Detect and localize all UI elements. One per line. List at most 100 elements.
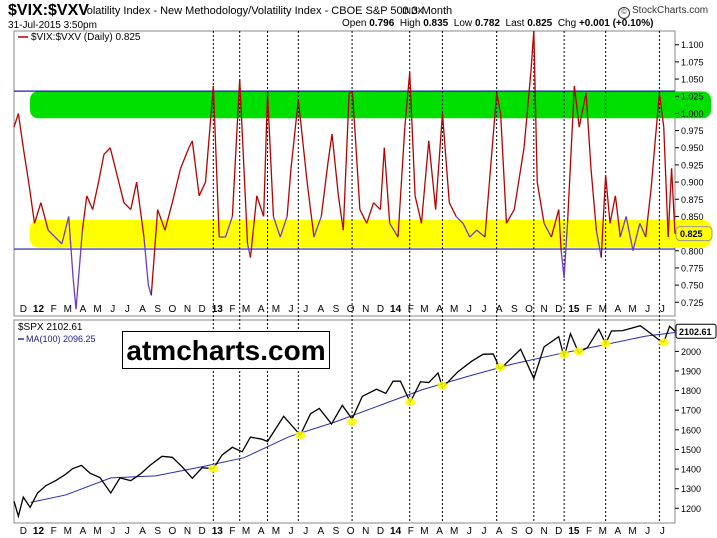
ratio-line-segment bbox=[188, 140, 193, 149]
ratio-line-segment bbox=[123, 202, 132, 211]
ratio-month-label: A bbox=[496, 304, 503, 315]
spx-y-tick-label: 1200 bbox=[681, 504, 701, 514]
ratio-month-label: M bbox=[450, 304, 458, 315]
spx-y-tick-label: 1600 bbox=[681, 425, 701, 435]
ratio-month-label: A bbox=[615, 304, 622, 315]
last-value: 0.825 bbox=[527, 18, 553, 29]
ratio-line-segment bbox=[550, 209, 560, 238]
ratio-panel-frame bbox=[13, 30, 676, 317]
ratio-y-tick-label: 1.100 bbox=[681, 40, 704, 50]
ratio-month-label: M bbox=[420, 304, 428, 315]
ratio-month-label: M bbox=[242, 304, 250, 315]
ratio-month-label: J bbox=[482, 304, 487, 315]
ratio-line-segment bbox=[17, 113, 24, 148]
ratio-line-segment bbox=[632, 223, 641, 251]
spx-month-label: D bbox=[377, 526, 384, 537]
spx-month-label: 15 bbox=[568, 526, 580, 537]
ratio-line-segment bbox=[103, 147, 111, 156]
signal-marker bbox=[437, 381, 448, 390]
ratio-line-segment bbox=[256, 195, 265, 217]
ratio-line-segment bbox=[650, 92, 661, 190]
chart-symbol: $VIX:$VXV bbox=[8, 2, 89, 19]
watermark: atmcharts.com bbox=[122, 331, 330, 369]
ratio-month-label: S bbox=[511, 304, 518, 315]
ratio-line-segment bbox=[86, 195, 94, 210]
spx-month-label: S bbox=[154, 526, 161, 537]
ratio-line-segment bbox=[667, 168, 673, 238]
ratio-line-segment bbox=[566, 85, 576, 224]
chg-label: Chg bbox=[557, 18, 577, 29]
ratio-y-tick-label: 1.025 bbox=[681, 92, 704, 102]
ratio-line-segment bbox=[383, 147, 391, 224]
ratio-month-label: D bbox=[377, 304, 384, 315]
ratio-line-segment bbox=[22, 147, 30, 183]
high-value: 0.835 bbox=[423, 18, 449, 29]
ratio-line-segment bbox=[116, 175, 125, 203]
ratio-line-segment bbox=[72, 278, 77, 310]
ratio-month-label: N bbox=[362, 304, 369, 315]
signal-marker bbox=[559, 350, 570, 359]
ratio-line-segment bbox=[92, 181, 100, 210]
ratio-line-segment bbox=[47, 229, 56, 238]
ratio-month-label: O bbox=[347, 304, 355, 315]
spx-last-value: 2102.61 bbox=[679, 327, 712, 337]
spx-month-label: O bbox=[525, 526, 533, 537]
spx-month-label: J bbox=[482, 526, 487, 537]
ratio-month-label: N bbox=[184, 304, 191, 315]
ratio-y-tick-label: 0.775 bbox=[681, 263, 704, 273]
ratio-line-segment bbox=[286, 168, 292, 217]
spx-month-label: A bbox=[258, 526, 265, 537]
ratio-legend: $VIX:$VXV (Daily) 0.825 bbox=[31, 32, 141, 43]
spx-month-label: D bbox=[555, 526, 562, 537]
ratio-month-label: A bbox=[436, 304, 443, 315]
signal-marker bbox=[658, 338, 669, 347]
ratio-line-segment bbox=[306, 182, 315, 238]
ratio-line-segment bbox=[130, 181, 138, 210]
spx-month-label: N bbox=[184, 526, 191, 537]
chg-value: +0.001 (+0.10%) bbox=[578, 18, 654, 29]
ratio-y-tick-label: 0.975 bbox=[681, 126, 704, 136]
ratio-line-segment bbox=[290, 99, 299, 169]
ratio-line-segment bbox=[505, 209, 515, 224]
ratio-line-segment bbox=[600, 175, 607, 258]
ratio-month-label: M bbox=[272, 304, 280, 315]
brand-label: © StockCharts.com bbox=[618, 5, 708, 19]
ratio-month-label: F bbox=[229, 304, 235, 315]
ratio-month-label: J bbox=[125, 304, 130, 315]
ratio-month-label: D bbox=[199, 304, 206, 315]
spx-month-label: F bbox=[408, 526, 414, 537]
spx-month-label: M bbox=[93, 526, 101, 537]
ratio-line-segment bbox=[379, 147, 385, 210]
ma-legend: MA(100) 2096.25 bbox=[26, 334, 96, 344]
ratio-line-segment bbox=[670, 168, 676, 234]
spx-y-tick-label: 1900 bbox=[681, 366, 701, 376]
ratio-line-segment bbox=[499, 113, 508, 224]
ratio-line-segment bbox=[342, 92, 350, 231]
ratio-line-segment bbox=[595, 230, 602, 258]
ratio-line-segment bbox=[224, 216, 233, 238]
spx-month-label: F bbox=[586, 526, 592, 537]
ratio-month-label: 14 bbox=[390, 304, 402, 315]
signal-marker bbox=[208, 464, 219, 473]
ratio-month-label: O bbox=[525, 304, 533, 315]
ratio-month-label: J bbox=[660, 304, 665, 315]
ratio-line-segment bbox=[455, 215, 464, 224]
open-value: 0.796 bbox=[369, 18, 395, 29]
ratio-line-segment bbox=[239, 79, 244, 141]
ratio-month-label: A bbox=[258, 304, 265, 315]
ratio-line-segment bbox=[241, 140, 249, 244]
ratio-line-segment bbox=[171, 168, 182, 203]
spx-y-tick-label: 2000 bbox=[681, 347, 701, 357]
spx-month-label: M bbox=[64, 526, 72, 537]
ratio-line-segment bbox=[366, 202, 375, 224]
ratio-line-segment bbox=[331, 133, 340, 196]
ratio-line-segment bbox=[204, 85, 214, 183]
ratio-line-segment bbox=[573, 85, 580, 128]
ratio-line-segment bbox=[28, 181, 36, 224]
signal-marker bbox=[495, 363, 506, 372]
ratio-line-segment bbox=[337, 195, 344, 231]
ratio-line-segment bbox=[109, 147, 118, 176]
green-band bbox=[30, 91, 711, 119]
